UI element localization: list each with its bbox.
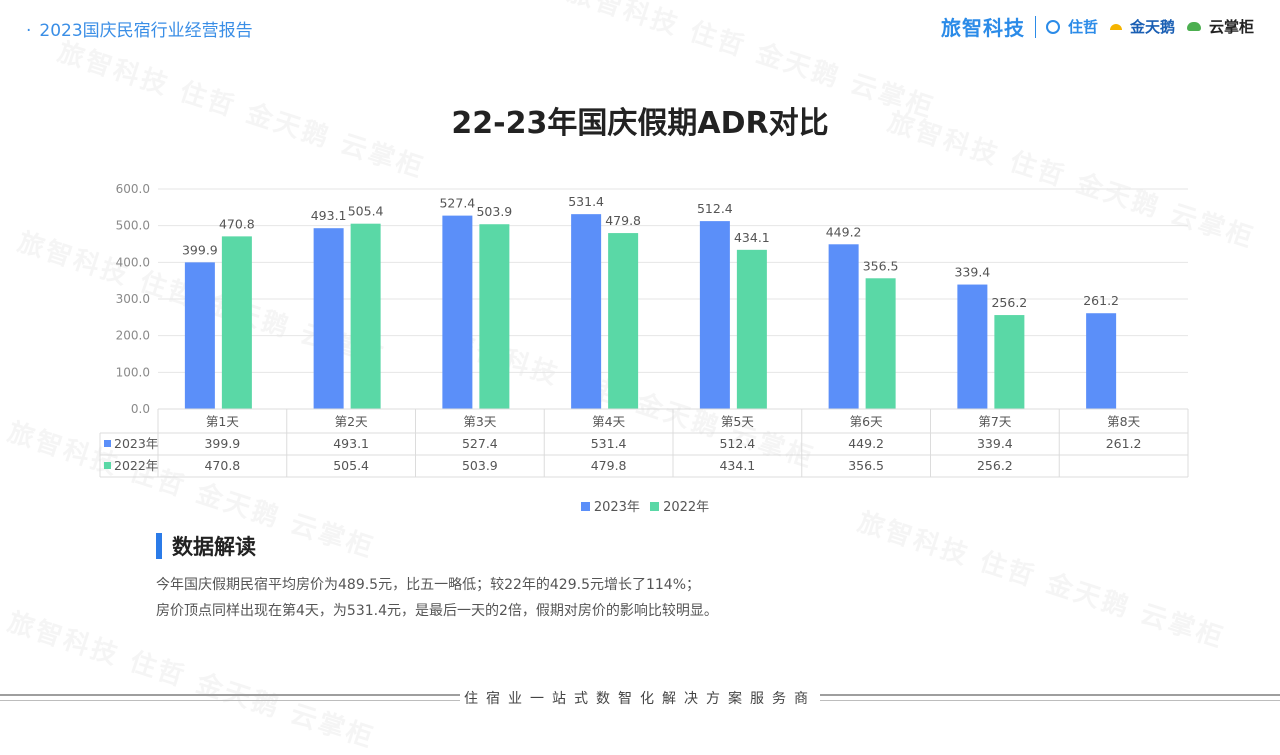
y-tick-label: 200.0 bbox=[116, 329, 150, 343]
x-tick-label: 第4天 bbox=[592, 414, 625, 429]
brand-main-logo: 旅智科技 bbox=[940, 16, 1025, 40]
data-label: 339.4 bbox=[954, 265, 990, 280]
x-tick-label: 第2天 bbox=[335, 414, 368, 429]
data-label: 479.8 bbox=[605, 213, 641, 228]
brand-logos: 旅智科技 住哲 金天鹅 云掌柜 bbox=[941, 12, 1254, 41]
brand-yunzhanggui: 云掌柜 bbox=[1208, 18, 1254, 36]
footer-divider-right-thin bbox=[820, 700, 1280, 701]
y-tick-label: 400.0 bbox=[116, 255, 150, 269]
table-cell: 512.4 bbox=[719, 436, 755, 451]
data-label: 256.2 bbox=[991, 295, 1027, 310]
table-series-label: 2022年 bbox=[114, 458, 158, 473]
table-cell: 503.9 bbox=[462, 458, 498, 473]
legend-swatch-2023 bbox=[580, 502, 590, 511]
legend-label-2023: 2023年 bbox=[593, 500, 640, 515]
table-cell: 505.4 bbox=[333, 458, 369, 473]
footer-divider-left-thin bbox=[0, 700, 460, 701]
zhuzhe-logo-icon bbox=[1045, 19, 1060, 34]
table-cell: 531.4 bbox=[591, 436, 627, 451]
data-label: 503.9 bbox=[476, 204, 512, 219]
table-cell: 470.8 bbox=[204, 458, 240, 473]
brand-zhuzhe: 住哲 bbox=[1067, 18, 1098, 36]
data-label: 356.5 bbox=[863, 258, 899, 273]
y-tick-label: 600.0 bbox=[116, 182, 150, 196]
cloud-logo-icon bbox=[1186, 22, 1201, 31]
data-label: 527.4 bbox=[439, 196, 475, 211]
data-label: 505.4 bbox=[348, 204, 384, 219]
bar-2023年 bbox=[442, 215, 473, 409]
report-title: · 2023国庆民宿行业经营报告 bbox=[26, 16, 253, 41]
analysis-line-2: 房价顶点同样出现在第4天，为531.4元，是最后一天的2倍，假期对房价的影响比较… bbox=[156, 603, 718, 619]
bar-2023年 bbox=[184, 262, 215, 409]
x-tick-label: 第6天 bbox=[850, 414, 883, 429]
y-tick-label: 100.0 bbox=[116, 365, 150, 379]
table-cell: 399.9 bbox=[204, 436, 240, 451]
data-label: 470.8 bbox=[219, 216, 255, 231]
brand-jintiane: 金天鹅 bbox=[1129, 18, 1175, 36]
data-label: 399.9 bbox=[182, 242, 218, 257]
bar-2023年 bbox=[957, 284, 988, 409]
section-title: 数据解读 bbox=[172, 535, 256, 559]
y-tick-label: 0.0 bbox=[131, 402, 150, 416]
y-tick-label: 300.0 bbox=[116, 292, 150, 306]
bar-2022年 bbox=[994, 315, 1025, 409]
swan-logo-icon bbox=[1109, 23, 1122, 30]
data-label: 449.2 bbox=[826, 224, 862, 239]
data-label: 531.4 bbox=[568, 194, 604, 209]
legend-swatch-2022 bbox=[650, 502, 660, 511]
data-label: 512.4 bbox=[697, 201, 733, 216]
table-cell: 256.2 bbox=[977, 458, 1013, 473]
table-cell: 449.2 bbox=[848, 436, 884, 451]
table-cell: 261.2 bbox=[1106, 436, 1142, 451]
data-label: 493.1 bbox=[311, 208, 347, 223]
table-series-label: 2023年 bbox=[114, 436, 158, 451]
table-cell: 493.1 bbox=[333, 436, 369, 451]
bar-2022年 bbox=[221, 236, 252, 409]
bar-2023年 bbox=[313, 228, 344, 409]
data-label: 261.2 bbox=[1083, 293, 1119, 308]
chart-title: 22-23年国庆假期ADR对比 bbox=[451, 106, 829, 141]
footer-divider-left bbox=[0, 694, 460, 696]
table-cell: 479.8 bbox=[591, 458, 627, 473]
table-cell: 356.5 bbox=[848, 458, 884, 473]
data-label: 434.1 bbox=[734, 230, 770, 245]
table-cell: 434.1 bbox=[719, 458, 755, 473]
x-tick-label: 第7天 bbox=[978, 414, 1011, 429]
table-legend-swatch bbox=[104, 440, 111, 447]
bar-2023年 bbox=[571, 214, 602, 409]
bar-2022年 bbox=[350, 223, 381, 409]
x-tick-label: 第5天 bbox=[721, 414, 754, 429]
section-accent-bar bbox=[156, 533, 162, 559]
chart-legend: 2023年 2022年 bbox=[0, 496, 1280, 515]
table-legend-swatch bbox=[104, 462, 111, 469]
bar-2022年 bbox=[736, 249, 767, 409]
report-title-text: 2023国庆民宿行业经营报告 bbox=[39, 21, 253, 41]
footer-divider-right bbox=[820, 694, 1280, 696]
bar-2022年 bbox=[865, 278, 896, 409]
x-tick-label: 第3天 bbox=[463, 414, 496, 429]
footer-slogan: 住宿业一站式数智化解决方案服务商 bbox=[464, 691, 816, 707]
logo-divider bbox=[1034, 15, 1036, 38]
bar-2023年 bbox=[699, 221, 730, 409]
legend-label-2022: 2022年 bbox=[663, 500, 710, 515]
y-tick-label: 500.0 bbox=[116, 219, 150, 233]
bar-2022年 bbox=[608, 233, 639, 409]
analysis-line-1: 今年国庆假期民宿平均房价为489.5元，比五一略低；较22年的429.5元增长了… bbox=[156, 577, 700, 593]
bar-chart: 0.0 100.0 200.0 300.0 400.0 500.0 600.0 399.9 49… bbox=[99, 182, 1189, 478]
bar-2023年 bbox=[828, 244, 859, 409]
bar-2022年 bbox=[479, 224, 510, 409]
table-cell: 527.4 bbox=[462, 436, 498, 451]
section-header: 数据解读 bbox=[156, 531, 256, 561]
table-cell: 339.4 bbox=[977, 436, 1013, 451]
bullet-icon: · bbox=[26, 21, 32, 41]
x-tick-label: 第1天 bbox=[206, 414, 239, 429]
x-tick-label: 第8天 bbox=[1107, 414, 1140, 429]
bar-2023年 bbox=[1086, 313, 1117, 409]
